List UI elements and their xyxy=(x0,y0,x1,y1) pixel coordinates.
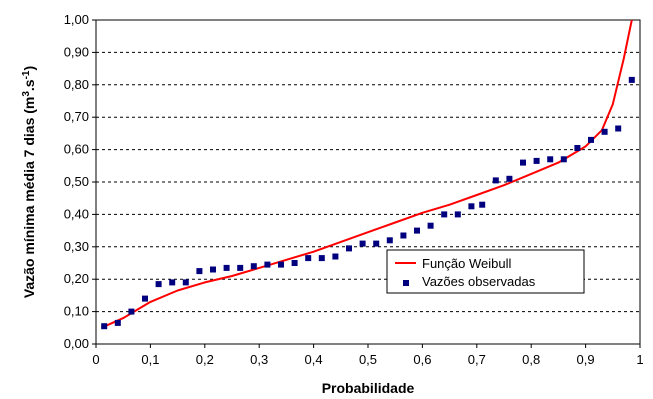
x-tick-label: 1 xyxy=(636,352,643,367)
y-tick-label: 1,00 xyxy=(64,12,89,27)
observed-point xyxy=(427,222,434,229)
y-axis-title-sup1: 3 xyxy=(21,91,32,97)
observed-point xyxy=(520,159,526,166)
x-tick-label: 0,7 xyxy=(468,352,486,367)
x-tick-label: 0,9 xyxy=(577,352,595,367)
observed-point xyxy=(250,263,257,270)
observed-point xyxy=(346,245,352,252)
y-tick-label: 0,50 xyxy=(64,174,89,189)
legend-label-weibull: Função Weibull xyxy=(422,256,511,271)
observed-point xyxy=(615,125,622,132)
y-tick-label: 0,40 xyxy=(64,206,89,221)
observed-point xyxy=(142,295,148,302)
observed-point xyxy=(601,128,608,135)
observed-point xyxy=(400,232,407,239)
observed-point xyxy=(479,201,486,208)
x-tick-label: 0,5 xyxy=(359,352,377,367)
y-tick-label: 0,80 xyxy=(64,77,89,92)
observed-point xyxy=(492,177,499,184)
x-tick-label: 0,3 xyxy=(250,352,268,367)
observed-point xyxy=(210,266,216,273)
observed-point xyxy=(547,156,554,163)
y-tick-label: 0,70 xyxy=(64,109,89,124)
y-axis-title: Vazão mínima média 7 dias (m3.s-1) xyxy=(21,66,38,298)
observed-point xyxy=(332,253,339,260)
observed-point xyxy=(305,255,312,262)
observed-point xyxy=(114,319,121,326)
observed-point xyxy=(359,240,366,247)
observed-point xyxy=(237,264,244,271)
observed-point xyxy=(588,136,594,143)
legend-label-observed: Vazões observadas xyxy=(422,274,536,289)
observed-point xyxy=(454,211,461,218)
x-tick-label: 0 xyxy=(92,352,99,367)
y-axis-title-mid: .s xyxy=(21,79,37,91)
y-tick-label: 0,20 xyxy=(64,271,89,286)
observed-point xyxy=(196,268,203,275)
observed-point xyxy=(386,237,393,244)
observed-point xyxy=(169,279,176,286)
gridlines xyxy=(96,51,640,313)
x-tick-label: 0,8 xyxy=(522,352,540,367)
x-tick-label: 0,2 xyxy=(196,352,214,367)
observed-point xyxy=(441,211,448,218)
observed-point xyxy=(414,227,420,234)
x-axis-ticks: 0 0,1 0,2 0,3 0,4 0,5 0,6 0,7 0,8 0,9 1 xyxy=(92,344,644,367)
y-tick-label: 0,10 xyxy=(64,304,89,319)
legend-box xyxy=(386,249,585,294)
observed-point xyxy=(533,157,540,164)
observed-point xyxy=(291,260,298,266)
observed-point xyxy=(264,261,271,268)
y-tick-label: 0,00 xyxy=(64,336,89,351)
observed-point xyxy=(560,156,567,163)
series-layer xyxy=(100,19,635,330)
observed-point xyxy=(628,76,635,83)
observed-point xyxy=(318,255,325,262)
y-tick-label: 0,30 xyxy=(64,239,89,254)
x-tick-label: 0,1 xyxy=(141,352,159,367)
observed-point xyxy=(223,264,230,271)
x-tick-label: 0,6 xyxy=(413,352,431,367)
y-axis-title-sup2: -1 xyxy=(21,70,32,79)
legend: Função Weibull Vazões observadas xyxy=(386,249,585,294)
y-axis-ticks: 0,00 0,10 0,20 0,30 0,40 0,50 0,60 0,70 0,80 0,90… xyxy=(64,12,96,351)
observed-point xyxy=(182,279,189,286)
x-tick-label: 0,4 xyxy=(305,352,323,367)
legend-marker-swatch xyxy=(403,280,409,286)
x-axis-title: Probabilidade xyxy=(322,380,415,396)
observed-point xyxy=(373,240,380,247)
observed-point xyxy=(128,308,135,315)
y-tick-label: 0,90 xyxy=(64,44,89,59)
observed-point xyxy=(155,281,162,288)
y-axis-title-suffix: ) xyxy=(21,66,37,71)
observed-point xyxy=(506,175,513,182)
observed-point xyxy=(574,145,581,151)
observed-point xyxy=(278,261,284,268)
y-axis-title-prefix: Vazão mínima média 7 dias (m xyxy=(21,97,37,299)
y-tick-label: 0,60 xyxy=(64,142,89,157)
observed-point xyxy=(101,323,108,330)
observed-point xyxy=(468,203,475,210)
